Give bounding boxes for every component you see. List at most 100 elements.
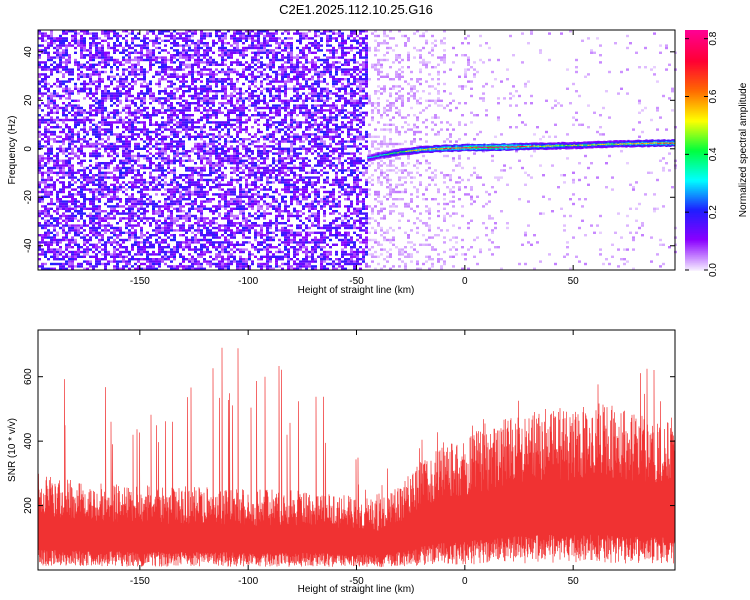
spectrogram-cell <box>164 258 167 261</box>
spectrogram-cell <box>209 265 212 268</box>
spectrogram-cell <box>230 87 233 90</box>
spectrogram-cell <box>257 51 260 54</box>
spectrogram-cell <box>62 262 65 266</box>
spectrogram-cell <box>266 90 269 93</box>
spectrogram-cell <box>257 39 260 42</box>
spectrogram-cell <box>230 135 233 138</box>
spectrogram-cell <box>98 260 101 263</box>
spectrogram-cell <box>140 226 143 230</box>
spectrogram-cell <box>122 140 125 143</box>
spectrogram-cell <box>173 219 176 222</box>
spectrogram-cell <box>209 56 212 59</box>
spectrogram-cell <box>83 238 86 242</box>
spectrogram-cell <box>137 92 140 95</box>
spectrogram-cell <box>80 42 83 45</box>
spectrogram-cell <box>125 140 128 143</box>
spectrogram-cell <box>170 178 173 182</box>
spectrogram-cell <box>200 265 203 268</box>
spectrogram-cell <box>170 75 173 78</box>
spectrogram-cell <box>269 171 272 174</box>
spectrogram-cell <box>182 128 185 131</box>
spectrogram-cell <box>263 78 266 81</box>
spectrogram-cell <box>134 116 137 119</box>
spectrogram-cell <box>98 61 101 64</box>
spectrogram-cell <box>125 217 128 220</box>
spectrogram-cell <box>128 70 131 74</box>
spectrogram-cell <box>164 90 167 93</box>
spectrogram-cell <box>38 159 41 162</box>
spectrogram-cell <box>206 80 209 83</box>
spectrogram-cell <box>50 145 53 148</box>
spectrogram-cell <box>200 130 203 134</box>
spectrogram-cell <box>251 243 254 246</box>
spectrogram-cell <box>197 181 200 184</box>
spectrogram-cell <box>257 195 260 198</box>
spectrogram-cell <box>53 102 56 105</box>
spectrogram-cell <box>200 42 203 45</box>
spectrogram-cell <box>200 210 203 213</box>
spectrogram-cell <box>164 188 167 191</box>
spectrogram-cell <box>272 78 275 81</box>
spectrogram-cell <box>197 253 200 256</box>
spectrogram-cell <box>101 51 104 54</box>
spectrogram-cell <box>176 109 179 112</box>
spectrogram-cell <box>131 186 134 189</box>
spectrogram-cell <box>209 99 212 102</box>
spectrogram-cell <box>278 37 281 40</box>
spectrogram-cell <box>44 128 47 131</box>
spectrogram-cell <box>104 116 107 119</box>
spectrogram-cell <box>266 178 269 182</box>
spectrogram-cell <box>89 238 92 242</box>
spectrogram-cell <box>236 99 239 102</box>
spectrogram-cell <box>101 243 104 246</box>
spectrogram-cell <box>86 49 89 52</box>
spectrogram-cell <box>83 128 86 131</box>
spectrogram-cell <box>161 63 164 66</box>
spectrogram-cell <box>206 222 209 225</box>
spectrogram-cell <box>44 82 47 86</box>
spectrogram-cell <box>215 231 218 234</box>
spectrogram-cell <box>98 109 101 112</box>
spectrogram-cell <box>65 106 68 110</box>
spectrogram-cell <box>224 133 227 136</box>
spectrogram-cell <box>194 142 197 146</box>
spectrogram-cell <box>164 229 167 232</box>
spectrogram-cell <box>257 118 260 122</box>
spectrogram-cell <box>80 145 83 148</box>
spectrogram-cell <box>146 238 149 242</box>
spectrogram-cell <box>50 214 53 218</box>
spectrogram-cell <box>242 34 245 38</box>
spectrogram-cell <box>41 39 44 42</box>
spectrogram-cell <box>107 37 110 40</box>
spectrogram-cell <box>137 133 140 136</box>
spectrogram-cell <box>83 73 86 76</box>
spectrogram-cell <box>161 255 164 258</box>
spectrogram-cell <box>155 147 158 150</box>
spectrogram-cell <box>233 87 236 90</box>
spectrogram-cell <box>218 262 221 266</box>
spectrogram-cell <box>239 37 242 40</box>
spectrogram-cell <box>194 258 197 261</box>
spectrogram-cell <box>83 224 86 227</box>
spectrogram-cell <box>110 205 113 208</box>
spectrogram-cell <box>173 61 176 64</box>
spectrogram-cell <box>164 70 167 74</box>
spectrogram-cell <box>95 130 98 134</box>
spectrogram-cell <box>191 236 194 239</box>
spectrogram-cell <box>95 109 98 112</box>
spectrogram-cell <box>272 267 275 270</box>
spectrogram-cell <box>137 128 140 131</box>
spectrogram-cell <box>128 130 131 134</box>
spectrogram-cell <box>122 159 125 162</box>
spectrogram-cell <box>278 202 281 206</box>
spectrogram-cell <box>77 63 80 66</box>
spectrogram-cell <box>89 82 92 86</box>
spectrogram-cell <box>182 226 185 230</box>
spectrogram-cell <box>44 224 47 227</box>
spectrogram-cell <box>107 250 110 254</box>
spectrogram-cell <box>50 109 53 112</box>
spectrogram-cell <box>149 140 152 143</box>
spectrogram-cell <box>44 193 47 196</box>
spectrogram-cell <box>182 224 185 227</box>
spectrogram-cell <box>95 44 98 47</box>
